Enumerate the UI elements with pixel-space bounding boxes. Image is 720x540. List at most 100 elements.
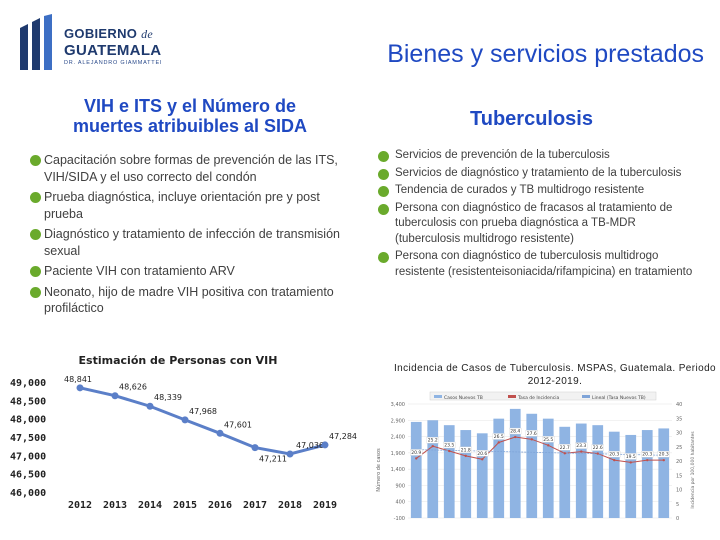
vih-service-item: Paciente VIH con tratamiento ARV <box>30 263 350 280</box>
vih-data-label: 48,339 <box>154 393 182 402</box>
logo-text-president: DR. ALEJANDRO GIAMMATTEI <box>64 60 163 66</box>
bullet-icon <box>378 151 389 162</box>
tb-rate-label: 20.9 <box>411 450 421 456</box>
vih-y-tick-label: 46,000 <box>10 488 46 499</box>
tb-bar <box>493 418 505 518</box>
tb-service-item: Persona con diagnóstico de tuberculosis … <box>378 249 698 280</box>
vih-data-point <box>251 444 259 452</box>
tb-legend-swatch <box>508 395 516 398</box>
tb-rate-label-box <box>641 450 654 458</box>
tb-right-tick-label: 25 <box>676 445 682 451</box>
vih-data-label: 48,626 <box>119 383 147 392</box>
tb-left-tick-label: 900 <box>395 483 405 489</box>
tb-bar <box>608 431 620 518</box>
tb-bar <box>575 423 587 518</box>
vih-service-item: Prueba diagnóstica, incluye orientación … <box>30 189 350 222</box>
tb-rate-label: 23.3 <box>576 443 586 449</box>
vih-y-tick-label: 48,500 <box>10 396 46 407</box>
tb-rate-label: 23.5 <box>444 443 454 449</box>
tb-service-item-text: Servicios de diagnóstico y tratamiento d… <box>395 166 682 179</box>
tb-rate-label: 25.5 <box>543 437 553 443</box>
vih-data-point <box>76 384 84 392</box>
tb-legend-swatch <box>582 395 590 398</box>
tb-bar <box>443 425 455 518</box>
tb-rate-point <box>431 444 434 448</box>
tb-section-heading: Tuberculosis <box>470 108 593 130</box>
tb-rate-label: 25.2 <box>428 438 438 444</box>
vih-y-tick-label: 46,500 <box>10 470 46 481</box>
vih-service-item: Neonato, hijo de madre VIH positiva con … <box>30 284 350 317</box>
tb-rate-label-box <box>657 450 670 458</box>
tb-rate-label-box <box>591 444 604 451</box>
tb-rate-label-box <box>558 444 571 451</box>
tb-rate-point <box>547 444 550 447</box>
vih-series-line <box>79 386 326 456</box>
tb-service-item-text: Persona con diagnóstico de tuberculosis … <box>395 250 693 278</box>
vih-service-item-text: Diagnóstico y tratamiento de infección d… <box>44 227 340 258</box>
tb-rate-label-box <box>492 433 505 440</box>
bullet-icon <box>30 155 41 166</box>
vih-data-label: 47,036 <box>296 441 324 450</box>
logo-text-guatemala: GUATEMALA <box>64 42 162 59</box>
logo-text-gobierno: GOBIERNO de <box>64 26 154 41</box>
tb-incidence-chart: Casos Nuevos TB Tasa de Incidencia Lineal … <box>372 390 702 540</box>
tb-rate-point <box>514 435 517 439</box>
tb-rate-point <box>563 452 566 455</box>
vih-services-list: Capacitación sobre formas de prevención … <box>30 152 350 321</box>
tb-right-tick-label: 20 <box>676 459 682 465</box>
tb-service-item: Tendencia de curados y TB multidrogo res… <box>378 183 698 199</box>
tb-rate-point <box>497 441 500 444</box>
tb-rate-label: 20.6 <box>477 451 487 457</box>
tb-rate-point <box>629 461 632 464</box>
vih-y-tick-label: 48,000 <box>10 415 46 426</box>
vih-service-item-text: Paciente VIH con tratamiento ARV <box>44 264 235 278</box>
tb-rate-label-box <box>624 453 637 460</box>
tb-rate-label: 20.3 <box>609 452 619 458</box>
tb-rate-label-box <box>459 446 472 454</box>
vih-x-tick-label: 2012 <box>68 500 92 511</box>
tb-bar <box>526 413 538 518</box>
vih-service-item: Diagnóstico y tratamiento de infección d… <box>30 226 350 259</box>
bullet-icon <box>30 229 41 240</box>
tb-bar <box>641 430 653 518</box>
tb-bar <box>476 433 488 518</box>
vih-data-label: 47,601 <box>224 420 252 429</box>
tb-rate-point <box>596 452 599 455</box>
vih-data-point <box>111 392 119 400</box>
tb-chart-caption: Incidencia de Casos de Tuberculosis. MSP… <box>394 363 716 387</box>
vih-data-point <box>181 416 189 424</box>
vih-x-tick-label: 2015 <box>173 500 197 511</box>
tb-rate-label: 22.7 <box>560 445 570 451</box>
tb-rate-label-box <box>575 442 588 449</box>
tb-rate-label-box <box>426 437 439 444</box>
tb-rate-point <box>646 458 649 462</box>
government-logo: GOBIERNO de GUATEMALA DR. ALEJANDRO GIAM… <box>14 12 174 74</box>
tb-right-tick-label: 40 <box>676 402 682 408</box>
vih-y-tick-label: 49,000 <box>10 378 46 389</box>
vih-x-tick-label: 2014 <box>138 500 162 511</box>
vih-service-item: Capacitación sobre formas de prevención … <box>30 152 350 185</box>
tb-rate-point <box>662 458 665 462</box>
tb-legend-label: Casos Nuevos TB <box>444 395 483 401</box>
tb-rate-label: 26.5 <box>494 434 504 440</box>
tb-left-tick-label: 1,900 <box>391 451 405 457</box>
tb-rate-label-box <box>525 430 538 437</box>
tb-service-item-text: Servicios de prevención de la tuberculos… <box>395 149 610 161</box>
vih-data-point <box>321 441 329 449</box>
tb-rate-label-box <box>608 450 621 458</box>
tb-rate-label: 19.5 <box>626 454 636 460</box>
tb-bar <box>509 408 521 518</box>
tb-bar <box>427 420 439 518</box>
vih-data-point <box>146 402 154 410</box>
tb-legend-box <box>429 391 657 401</box>
bullet-icon <box>378 168 389 180</box>
tb-rate-point <box>464 454 467 458</box>
tb-trend-line <box>416 449 664 456</box>
tb-rate-point <box>580 450 583 453</box>
tb-service-item: Servicios de prevención de la tuberculos… <box>378 148 698 164</box>
bullet-icon <box>30 286 41 298</box>
tb-left-tick-label: -100 <box>394 516 405 522</box>
tb-bar <box>559 426 571 518</box>
tb-right-tick-label: 15 <box>676 473 682 479</box>
tb-rate-label-box <box>542 436 555 443</box>
